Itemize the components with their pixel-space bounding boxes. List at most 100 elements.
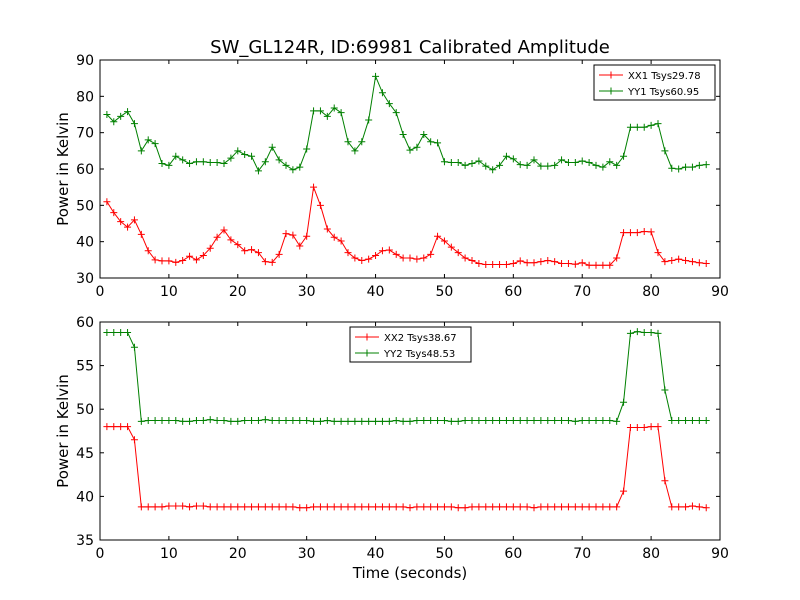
data-point	[544, 162, 552, 170]
legend-label: YY1 Tsys60.95	[627, 87, 699, 98]
data-point	[330, 417, 338, 425]
data-point	[682, 257, 690, 265]
data-point	[509, 503, 517, 511]
x-tick-label: 90	[711, 546, 729, 562]
data-point	[461, 161, 469, 169]
data-point	[248, 417, 256, 425]
data-point	[475, 259, 483, 267]
x-tick-label: 80	[642, 284, 660, 300]
data-point	[330, 233, 338, 241]
data-point	[392, 503, 400, 511]
data-point	[530, 417, 538, 425]
data-point	[578, 157, 586, 165]
data-point	[254, 503, 262, 511]
data-point	[482, 503, 490, 511]
data-point	[323, 417, 331, 425]
data-point	[199, 417, 207, 425]
data-point	[303, 145, 311, 153]
data-point	[585, 503, 593, 511]
data-point	[337, 503, 345, 511]
data-point	[688, 258, 696, 266]
y-tick-label: 35	[76, 533, 94, 549]
data-point	[523, 259, 531, 267]
data-point	[420, 417, 428, 425]
data-point	[282, 161, 290, 169]
x-tick-label: 60	[504, 546, 522, 562]
data-point	[275, 250, 283, 258]
series-markers-1-1	[103, 183, 710, 269]
data-point	[303, 232, 311, 240]
y-tick-label: 45	[76, 446, 94, 462]
data-point	[626, 329, 634, 337]
data-point	[702, 504, 710, 512]
data-point	[186, 417, 194, 425]
data-point	[158, 503, 166, 511]
data-point	[165, 417, 173, 425]
data-point	[365, 255, 373, 263]
data-point	[468, 503, 476, 511]
data-point	[358, 417, 366, 425]
data-point	[385, 246, 393, 254]
data-point	[406, 146, 414, 154]
data-point	[578, 259, 586, 267]
data-point	[620, 152, 628, 160]
data-point	[447, 243, 455, 251]
data-point	[144, 247, 152, 255]
data-point	[296, 417, 304, 425]
data-point	[613, 161, 621, 169]
data-point	[654, 329, 662, 337]
data-point	[227, 154, 235, 162]
data-point	[372, 503, 380, 511]
data-point	[117, 423, 125, 431]
data-point	[199, 251, 207, 259]
data-point	[179, 156, 187, 164]
data-point	[289, 503, 297, 511]
data-point	[227, 236, 235, 244]
data-point	[427, 417, 435, 425]
data-point	[234, 417, 242, 425]
data-point	[647, 423, 655, 431]
data-point	[220, 160, 228, 168]
data-point	[227, 417, 235, 425]
data-point	[151, 140, 159, 148]
data-point	[199, 158, 207, 166]
y-axis-label: Power in Kelvin	[54, 374, 72, 488]
data-point	[461, 254, 469, 262]
data-point	[124, 223, 132, 231]
data-point	[172, 258, 180, 266]
data-point	[137, 147, 145, 155]
data-point	[558, 503, 566, 511]
data-point	[661, 258, 669, 266]
data-point	[475, 157, 483, 165]
data-point	[661, 386, 669, 394]
top-plot: 0 10 20 30 40 50 60 70 80 90 30 40 50 60 70 80 90 Power i…	[54, 53, 729, 300]
data-point	[268, 503, 276, 511]
x-tick-label: 40	[367, 284, 385, 300]
legend: XX1 Tsys29.78 YY1 Tsys60.95	[593, 64, 716, 101]
data-point	[585, 261, 593, 269]
data-point	[654, 120, 662, 128]
data-point	[640, 227, 648, 235]
data-point	[289, 231, 297, 239]
data-point	[241, 247, 249, 255]
data-point	[137, 417, 145, 425]
chart-title: SW_GL124R, ID:69981 Calibrated Amplitude	[210, 37, 610, 58]
data-point	[427, 138, 435, 146]
plot-frame	[99, 321, 721, 541]
data-point	[248, 503, 256, 511]
data-point	[592, 503, 600, 511]
data-point	[179, 417, 187, 425]
data-point	[330, 104, 338, 112]
data-point	[544, 417, 552, 425]
data-point	[496, 503, 504, 511]
data-point	[282, 417, 290, 425]
data-point	[130, 216, 138, 224]
data-point	[502, 417, 510, 425]
data-point	[261, 416, 269, 424]
data-point	[489, 503, 497, 511]
y-tick-label: 40	[76, 489, 94, 505]
data-point	[606, 261, 614, 269]
data-point	[592, 161, 600, 169]
data-point	[158, 417, 166, 425]
